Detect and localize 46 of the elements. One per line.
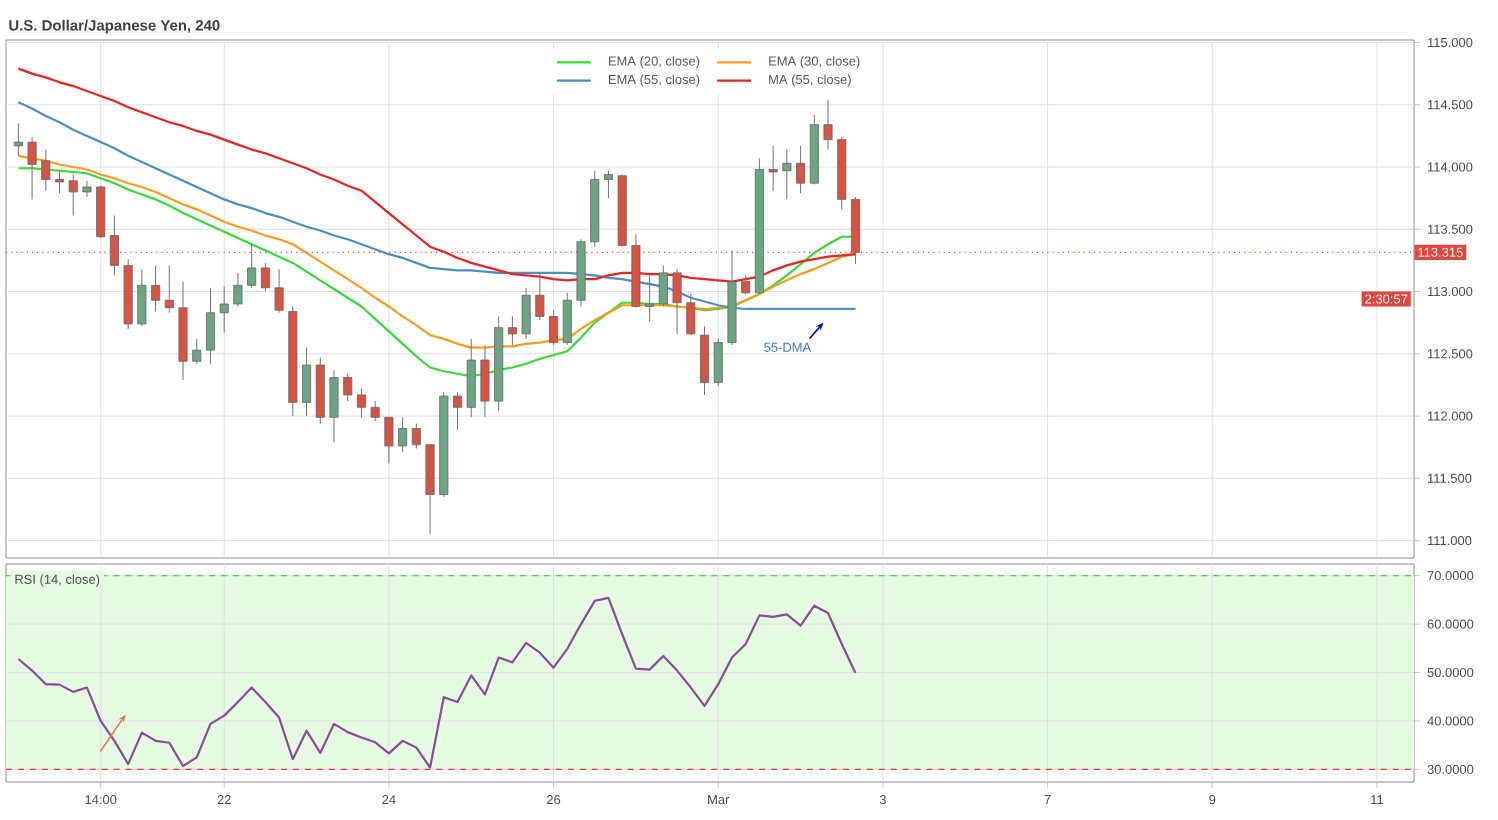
candlestick <box>645 274 655 322</box>
candlestick <box>68 173 78 217</box>
candlestick <box>535 273 545 321</box>
candlestick <box>164 264 174 314</box>
candlestick <box>521 287 531 340</box>
candlestick <box>247 243 257 289</box>
candlestick <box>82 180 92 198</box>
candlestick <box>796 145 806 194</box>
candlestick <box>274 268 284 314</box>
candlestick <box>713 338 723 387</box>
line-series <box>17 596 857 769</box>
candlestick <box>137 268 147 327</box>
candlestick <box>782 149 792 200</box>
candlestick <box>151 264 161 312</box>
candlestick <box>302 347 312 417</box>
candlestick <box>658 264 668 307</box>
candlestick <box>55 170 65 194</box>
candlestick <box>260 262 270 293</box>
candlestick <box>205 287 215 365</box>
candlestick <box>452 391 463 431</box>
candlestick <box>192 338 202 365</box>
candlestick <box>398 416 408 453</box>
candlestick <box>741 274 751 295</box>
candlestick <box>672 268 682 335</box>
candlestick <box>13 122 23 157</box>
candlestick <box>233 272 243 307</box>
candlestick <box>549 309 559 346</box>
candlestick <box>562 292 572 346</box>
candlestick <box>41 149 51 192</box>
candlestick <box>700 325 710 396</box>
candlestick <box>384 416 394 464</box>
candlestick <box>480 344 490 418</box>
candlestick <box>686 293 696 336</box>
candlestick <box>329 369 339 443</box>
candlestick <box>823 99 833 151</box>
candlestick <box>507 315 517 346</box>
candlestick <box>109 215 119 276</box>
candlestick <box>219 286 229 334</box>
candlestick <box>356 388 366 418</box>
candlestick <box>466 338 476 418</box>
candlestick <box>343 373 353 402</box>
candlestick <box>370 400 380 422</box>
candlestick <box>27 136 37 200</box>
candlestick <box>603 170 613 199</box>
candlestick <box>411 423 421 449</box>
candlestick <box>768 145 778 192</box>
